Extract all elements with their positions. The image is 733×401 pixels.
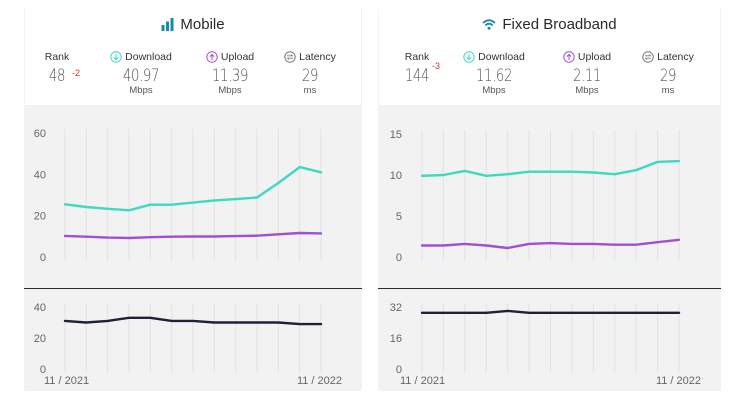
latency-value: 29 — [301, 66, 319, 86]
latency-series-line[interactable] — [63, 316, 323, 326]
latency-label: Latency — [657, 50, 694, 63]
rank-label: Rank — [44, 50, 70, 63]
upload-value: 11.39 — [211, 66, 249, 86]
fixed-rank: Rank 144 — [399, 50, 435, 87]
y-tick-label: 5 — [396, 211, 402, 223]
mobile-axis-ticks: 0 20 40 60 0 20 40 — [34, 128, 46, 376]
fixed-upload[interactable]: Upload 2.11 Mbps — [552, 50, 622, 96]
latency-label-row: Latency — [275, 50, 345, 63]
download-label-row: Download — [454, 50, 534, 63]
download-arrow-icon — [110, 50, 122, 63]
y-tick-label: 10 — [390, 170, 402, 182]
download-unit: Mbps — [129, 85, 153, 96]
download-series-line[interactable] — [63, 165, 323, 212]
y-tick-label: 0 — [396, 252, 402, 264]
y-tick-label: 60 — [34, 128, 46, 140]
y-tick-label: 40 — [34, 302, 46, 314]
latency-unit: ms — [303, 85, 317, 96]
upload-unit: Mbps — [218, 85, 242, 96]
fixed-header: Fixed Broadband Rank 144 -3 Download 11.… — [378, 9, 721, 105]
latency-label: Latency — [299, 50, 336, 63]
mobile-charts: 0 20 40 60 0 20 40 11 / 2021 11 / 2022 — [24, 128, 362, 387]
download-value: 40.97 — [122, 66, 160, 86]
fixed-gridlines — [421, 130, 680, 373]
upload-label: Upload — [577, 50, 612, 63]
signal-bars-icon — [161, 18, 174, 31]
download-label-row: Download — [101, 50, 181, 63]
y-tick-label: 20 — [34, 211, 46, 223]
fixed-series — [420, 159, 681, 315]
mobile-panel: Mobile Rank 48 -2 Download 40.97 Mbps — [24, 9, 362, 391]
mobile-title-text: Mobile — [180, 16, 225, 33]
upload-series-line[interactable] — [420, 238, 681, 250]
y-tick-label: 16 — [390, 333, 402, 345]
end-date-label: 11 / 2022 — [656, 375, 701, 387]
fixed-panel: Fixed Broadband Rank 144 -3 Download 11.… — [378, 9, 721, 391]
rank-value: 48 — [48, 66, 66, 86]
latency-unit: ms — [661, 85, 675, 96]
mobile-gridlines — [64, 129, 322, 373]
rank-delta-badge: -3 — [432, 61, 441, 71]
mobile-title: Mobile — [25, 16, 361, 33]
y-tick-label: 20 — [34, 333, 46, 345]
y-tick-label: 40 — [34, 169, 46, 181]
y-tick-label: 0 — [40, 364, 46, 376]
y-tick-label: 0 — [396, 364, 402, 376]
upload-unit: Mbps — [575, 85, 599, 96]
rank-label: Rank — [404, 50, 430, 63]
mobile-upload[interactable]: Upload 11.39 Mbps — [195, 50, 265, 96]
mobile-download[interactable]: Download 40.97 Mbps — [101, 50, 181, 96]
y-tick-label: 15 — [390, 129, 402, 141]
download-label: Download — [125, 50, 172, 63]
rank-value: 144 — [404, 66, 430, 86]
upload-label-row: Upload — [552, 50, 622, 63]
latency-value: 29 — [659, 66, 677, 86]
download-series-line[interactable] — [420, 159, 681, 178]
mobile-rank: Rank 48 — [40, 50, 74, 87]
upload-value: 2.11 — [573, 66, 601, 86]
upload-label-row: Upload — [195, 50, 265, 63]
upload-arrow-icon — [563, 50, 575, 63]
fixed-charts: 0 5 10 15 0 16 32 11 / 2021 11 / 2022 — [378, 129, 721, 387]
y-tick-label: 32 — [390, 302, 402, 314]
upload-label: Upload — [220, 50, 255, 63]
upload-series-line[interactable] — [63, 231, 323, 240]
start-date-label: 11 / 2021 — [400, 375, 445, 387]
end-date-label: 11 / 2022 — [297, 375, 342, 387]
mobile-header: Mobile Rank 48 -2 Download 40.97 Mbps — [24, 9, 362, 105]
latency-series-line[interactable] — [420, 309, 681, 315]
upload-arrow-icon — [206, 50, 218, 63]
fixed-title: Fixed Broadband — [379, 16, 720, 33]
download-value: 11.62 — [475, 66, 513, 86]
fixed-download[interactable]: Download 11.62 Mbps — [454, 50, 534, 96]
download-arrow-icon — [463, 50, 475, 63]
fixed-title-text: Fixed Broadband — [502, 16, 617, 33]
latency-label-row: Latency — [632, 50, 704, 63]
download-label: Download — [478, 50, 525, 63]
latency-icon — [642, 50, 654, 63]
latency-icon — [284, 50, 296, 63]
download-unit: Mbps — [482, 85, 506, 96]
y-tick-label: 0 — [40, 252, 46, 264]
start-date-label: 11 / 2021 — [44, 375, 89, 387]
rank-delta-badge: -2 — [72, 68, 81, 78]
mobile-series — [63, 165, 323, 326]
mobile-latency[interactable]: Latency 29 ms — [275, 50, 345, 96]
wifi-icon — [482, 19, 496, 30]
fixed-latency[interactable]: Latency 29 ms — [632, 50, 704, 96]
fixed-axis-ticks: 0 5 10 15 0 16 32 — [390, 129, 402, 376]
